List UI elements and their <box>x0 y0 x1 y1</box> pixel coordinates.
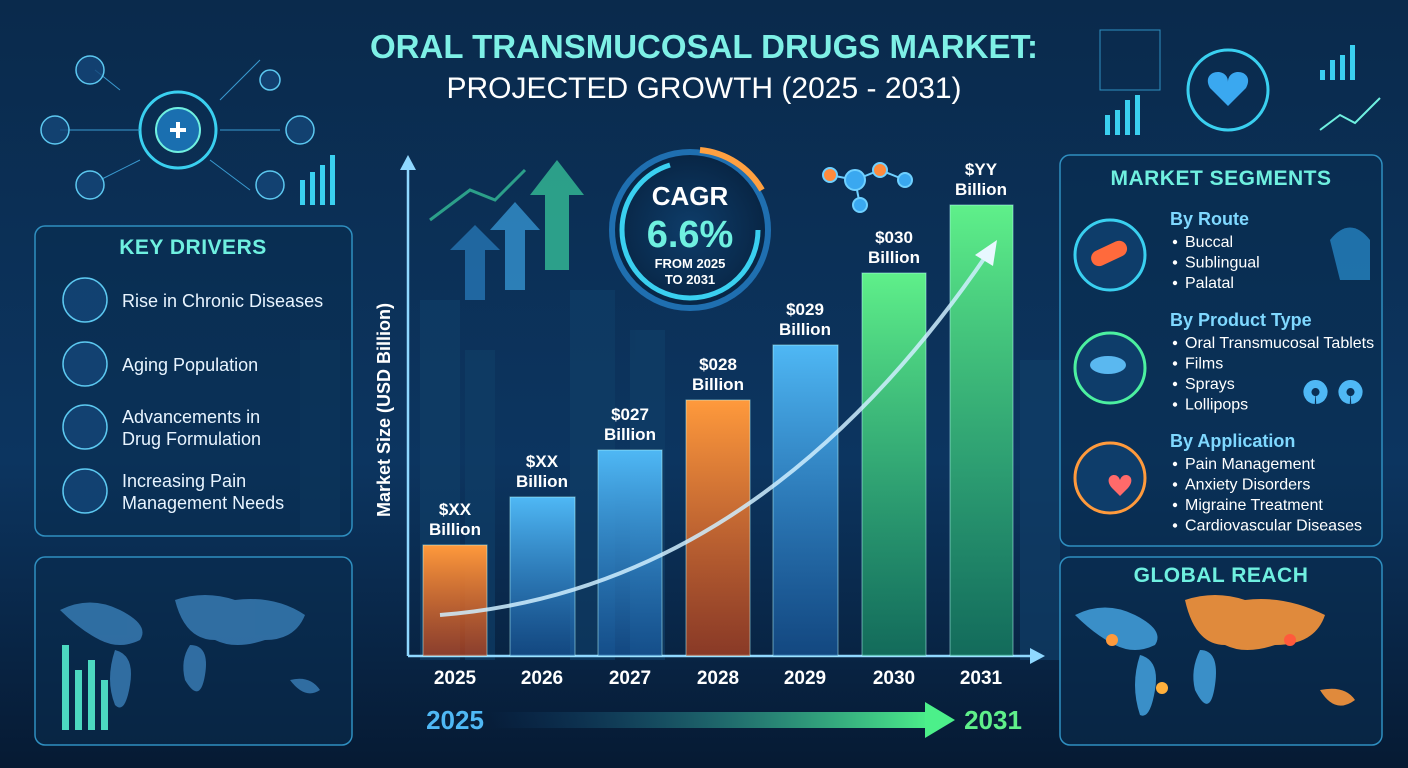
key-drivers-panel <box>34 225 353 537</box>
y-axis-label: Market Size (USD Billion) <box>374 303 394 517</box>
decor-arrows <box>429 160 584 300</box>
world-map <box>1075 595 1355 716</box>
year-label: 2030 <box>873 668 915 689</box>
driver: Increasing Pain <box>122 471 246 491</box>
year-label: 2031 <box>960 668 1003 689</box>
bar-label: $029 <box>786 300 824 319</box>
timeline-start: 2025 <box>426 705 484 735</box>
segment-item: Buccal <box>1185 234 1233 251</box>
bullet <box>1172 523 1178 528</box>
axis-arrow <box>400 155 416 170</box>
segment-heading: By Application <box>1170 431 1295 451</box>
bar <box>772 344 839 657</box>
segment-item: Lollipops <box>1185 397 1248 414</box>
bullet <box>1172 280 1178 286</box>
segment-item: Cardiovascular Diseases <box>1185 518 1362 535</box>
bar <box>509 496 576 657</box>
bullet <box>1172 260 1178 265</box>
driver-icons <box>62 277 108 514</box>
bar <box>597 449 663 657</box>
cagr-value: 6.6% <box>647 214 734 256</box>
bullet <box>1172 461 1178 467</box>
bar-label: Billion <box>516 472 568 491</box>
driver: Management Needs <box>122 493 284 513</box>
bullet <box>1172 502 1178 508</box>
segment-item: Pain Management <box>1185 456 1315 473</box>
bar-label: Billion <box>604 425 656 444</box>
year-label: 2028 <box>697 668 739 689</box>
bar-label: $XX <box>439 500 472 519</box>
bar <box>422 544 488 657</box>
segment-heading: By Route <box>1170 209 1249 229</box>
segment-item: Migraine Treatment <box>1185 497 1323 514</box>
bar-label: Billion <box>955 180 1007 199</box>
driver: Advancements in <box>122 407 260 427</box>
segment-heading: By Product Type <box>1170 310 1312 330</box>
bar-label: Billion <box>692 375 744 394</box>
year-label: 2029 <box>784 668 826 689</box>
bar-label: Billion <box>779 320 831 339</box>
decor-top-left <box>40 55 335 205</box>
year-label: 2026 <box>521 668 563 689</box>
bar-label: Billion <box>868 248 920 267</box>
bar <box>685 399 751 657</box>
bullet <box>1172 482 1178 487</box>
bullet <box>1172 361 1178 366</box>
axis-arrow <box>1030 648 1045 664</box>
segment-icons <box>1073 218 1370 515</box>
molecule <box>822 162 913 213</box>
panel-title: KEY DRIVERS <box>119 236 267 259</box>
cagr-note: TO 2031 <box>665 272 715 287</box>
bar <box>861 272 927 657</box>
decor-top-right <box>1099 29 1381 135</box>
panel-title: MARKET SEGMENTS <box>1110 167 1331 190</box>
segment-item: Sprays <box>1185 376 1235 393</box>
bar-label: $YY <box>965 160 998 179</box>
timeline-arrowhead <box>925 702 955 738</box>
bullet <box>1172 402 1178 407</box>
mini-bars <box>62 645 108 730</box>
timeline-arrow <box>490 712 930 728</box>
driver: Drug Formulation <box>122 429 261 449</box>
bar-label: $027 <box>611 405 649 424</box>
cagr-badge <box>609 147 771 311</box>
trend-arrow <box>975 240 997 266</box>
year-label: 2025 <box>434 668 477 689</box>
bullet <box>1172 340 1178 346</box>
subtitle: PROJECTED GROWTH (2025 - 2031) <box>446 72 961 105</box>
panel-title: GLOBAL REACH <box>1134 564 1309 587</box>
bullet <box>1172 381 1178 387</box>
segment-item: Anxiety Disorders <box>1185 477 1310 494</box>
timeline-end: 2031 <box>964 705 1022 735</box>
driver: Rise in Chronic Diseases <box>122 291 323 311</box>
bar-label: $XX <box>526 452 559 471</box>
cagr-title: CAGR <box>652 181 729 211</box>
bars <box>422 204 1014 657</box>
bar-label: Billion <box>429 520 481 539</box>
bar-label: $030 <box>875 228 913 247</box>
bullet <box>1172 239 1178 245</box>
segment-item: Sublingual <box>1185 255 1260 272</box>
trend-curve <box>439 248 992 617</box>
cagr-note: FROM 2025 <box>655 256 726 271</box>
bar-label: $028 <box>699 355 737 374</box>
segment-item: Oral Transmucosal Tablets <box>1185 335 1374 352</box>
driver: Aging Population <box>122 355 258 375</box>
segment-item: Films <box>1185 356 1223 373</box>
year-label: 2027 <box>609 668 651 689</box>
segment-item: Palatal <box>1185 275 1234 292</box>
title: ORAL TRANSMUCOSAL DRUGS MARKET: <box>370 28 1038 65</box>
bar <box>949 204 1014 657</box>
world-map <box>60 595 320 708</box>
